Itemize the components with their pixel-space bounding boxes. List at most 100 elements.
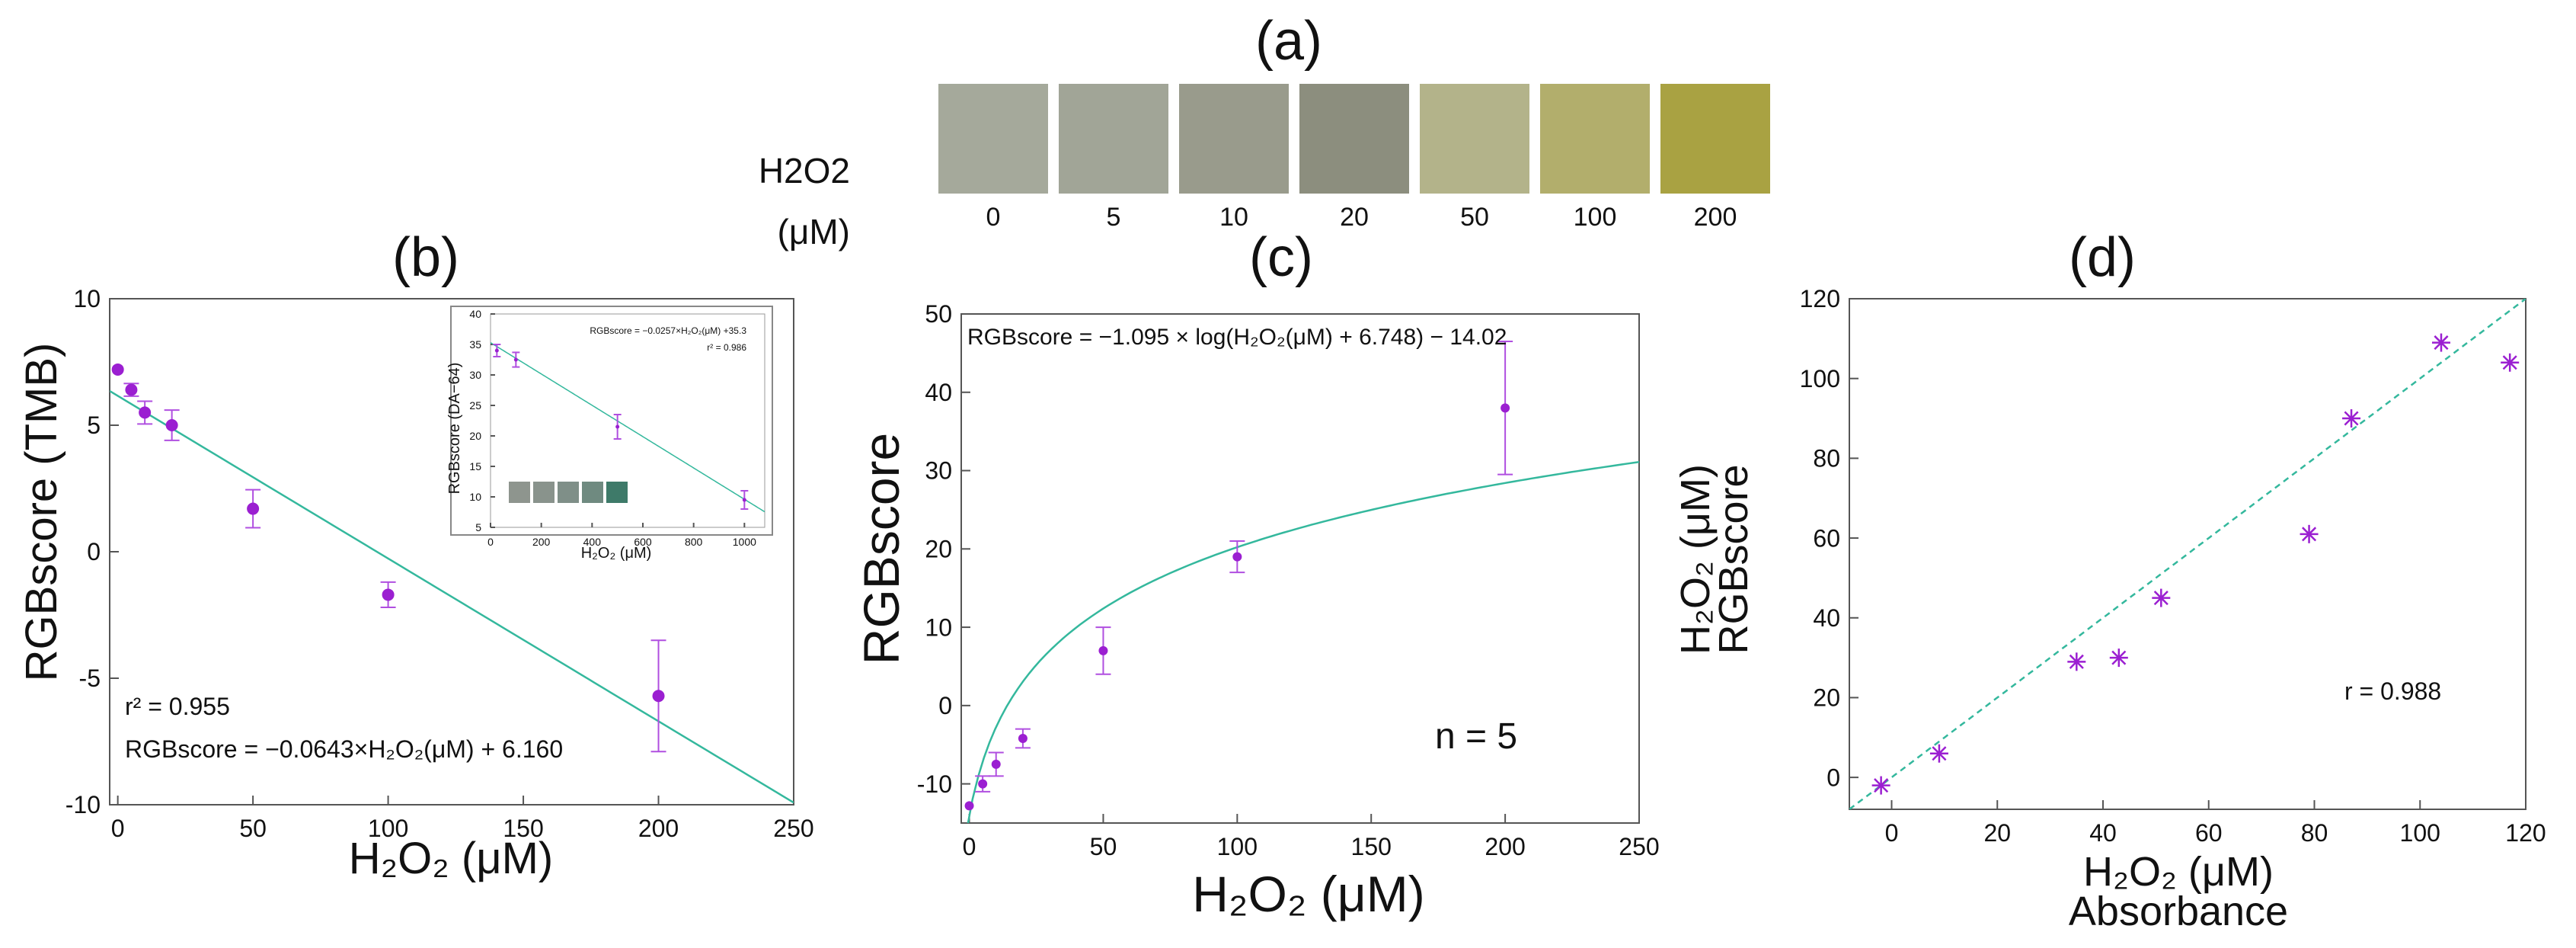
panel-b-ylabel: RGBscore (TMB): [17, 343, 66, 682]
swatch-row: 0 5 10 20 50 100 200: [938, 84, 1770, 232]
panel-b: (b) RGBscore (TMB) H₂O₂ (μM) 0 50 100 150 20…: [17, 227, 814, 883]
swatch-concentration-label: 10: [1219, 203, 1248, 232]
x-tick-label: 0: [1885, 819, 1899, 847]
y-tick-label: 0: [938, 692, 952, 719]
panel-c-plot: 0 50 100 150 200 250 -10 0 10 20 30 40 50: [917, 300, 1660, 860]
plot-frame: [960, 313, 1640, 824]
y-tick-label: 5: [475, 521, 481, 533]
panel-b-xlabel: H₂O₂ (μM): [349, 834, 554, 883]
inset-equation: RGBscore = −0.0257×H₂O₂(μM) +35.3: [590, 325, 746, 336]
color-swatch: [1179, 84, 1289, 194]
panel-c-label: (c): [1249, 227, 1313, 288]
y-tick-label: 60: [1813, 524, 1840, 552]
y-tick-label: 15: [469, 460, 481, 472]
inset-ylabel: RGBscore (DA−64): [446, 363, 463, 495]
panel-b-equation: RGBscore = −0.0643×H₂O₂(μM) + 6.160: [125, 735, 563, 763]
y-tick-label: 100: [1800, 365, 1840, 392]
y-tick-label: -10: [917, 770, 952, 798]
panel-c-n: n = 5: [1435, 716, 1517, 757]
panel-d-xlabel2: Absorbance: [2069, 889, 2288, 934]
y-tick-label: 10: [925, 613, 952, 641]
plot-frame: [490, 313, 765, 528]
data-point: [2109, 649, 2128, 668]
x-tick-label: 50: [239, 815, 267, 842]
data-point: [1871, 776, 1890, 795]
inset-color-swatch: [509, 482, 530, 503]
y-tick-label: 0: [87, 538, 101, 565]
data-point-stroke: [2302, 527, 2317, 542]
x-tick-label: 150: [1351, 833, 1392, 860]
data-point: [742, 498, 746, 502]
color-swatch: [938, 84, 1048, 194]
fit-line: [110, 390, 794, 804]
y-tick-label: 10: [469, 491, 481, 503]
panel-c: (c) RGBscore H₂O₂ (μM) 0 50 100 150 200 250-1…: [853, 227, 1660, 922]
y-tick-label: 40: [469, 308, 481, 320]
data-point-stroke: [2069, 654, 2084, 669]
inset-xlabel: H₂O₂ (μM): [581, 545, 652, 562]
swatch-concentration-label: 200: [1694, 203, 1737, 232]
panel-c-xlabel: H₂O₂ (μM): [1192, 866, 1425, 922]
y-tick-label: 20: [925, 536, 952, 563]
x-tick-label: 20: [1983, 819, 2011, 847]
y-tick-label: 120: [1800, 285, 1840, 312]
data-point: [2342, 409, 2361, 428]
data-point: [2501, 353, 2520, 372]
x-tick-label: 0: [963, 833, 976, 860]
y-tick-label: 50: [925, 300, 952, 328]
y-tick-label: -5: [79, 665, 101, 692]
x-tick-label: 1000: [733, 536, 756, 548]
panel-b-r2: r² = 0.955: [125, 693, 230, 720]
x-tick-label: 800: [685, 536, 703, 548]
x-tick-label: 400: [583, 536, 602, 548]
fit-line: [967, 460, 1639, 823]
x-tick-label: 250: [1619, 833, 1659, 860]
x-tick-label: 100: [2400, 819, 2440, 847]
x-tick-label: 150: [503, 815, 543, 842]
data-point: [165, 419, 178, 431]
panel-d-ylabel2: RGBscore: [1711, 464, 1756, 654]
panel-d: (d) H₂O₂ (μM) RGBscore H₂O₂ (μM) Absorba…: [1673, 227, 2546, 934]
x-tick-label: 60: [2195, 819, 2223, 847]
swatch-concentration-label: 100: [1574, 203, 1617, 232]
fit-line: [491, 341, 765, 513]
data-point: [513, 357, 518, 362]
data-point: [2300, 524, 2319, 543]
panel-c-equation: RGBscore = −1.095 × log(H₂O₂(μM) + 6.748…: [967, 325, 1507, 350]
inset-color-swatch: [558, 482, 579, 503]
inset-plot: 0 200 400 600 800 1000 5 10 15 20 25 30 35 40: [469, 308, 765, 548]
inset-color-swatch: [533, 482, 555, 503]
x-tick-label: 200: [638, 815, 679, 842]
data-point: [1929, 744, 1948, 763]
fit-line: [1849, 299, 2526, 809]
plot-frame: [1849, 298, 2526, 810]
data-point: [2432, 333, 2450, 352]
data-point: [991, 759, 1001, 769]
panel-d-plot: 0 20 40 60 80 100 120 0 20 40 60 80 100 120: [1800, 285, 2546, 847]
swatch-reagent-label: H2O2: [759, 151, 850, 191]
y-tick-label: 25: [469, 399, 481, 412]
y-tick-label: 5: [87, 412, 101, 439]
x-tick-label: 100: [368, 815, 408, 842]
x-tick-label: 120: [2505, 819, 2546, 847]
y-tick-label: 20: [1813, 684, 1840, 712]
color-swatch: [1299, 84, 1409, 194]
x-tick-label: 100: [1217, 833, 1258, 860]
swatch-unit-label: (μM): [778, 212, 850, 251]
data-point-stroke: [2111, 650, 2127, 665]
data-point: [615, 424, 620, 429]
data-point: [978, 779, 988, 789]
data-point: [2067, 652, 2086, 671]
y-tick-label: 40: [925, 379, 952, 406]
inset-color-swatch: [606, 482, 628, 503]
data-point: [111, 363, 124, 376]
y-tick-label: -10: [66, 791, 101, 818]
data-point: [382, 588, 395, 601]
data-point-stroke: [2502, 355, 2517, 370]
y-tick-label: 0: [1827, 764, 1840, 791]
y-tick-label: 10: [73, 285, 101, 312]
swatch-concentration-label: 50: [1460, 203, 1489, 232]
data-point-stroke: [1932, 746, 1947, 761]
x-tick-label: 600: [634, 536, 652, 548]
